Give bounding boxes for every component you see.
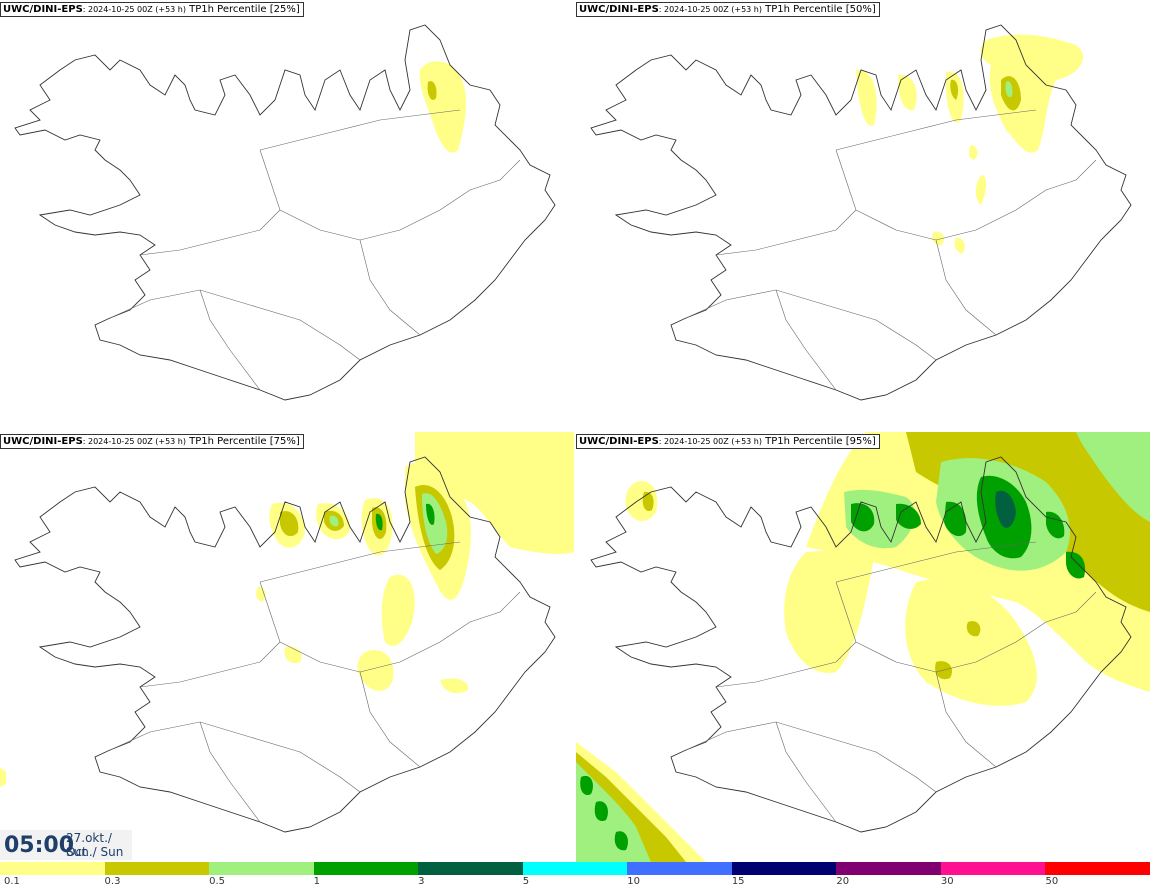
road-line	[715, 581, 857, 688]
road-line	[685, 289, 937, 361]
road-line	[685, 721, 937, 793]
road-line	[775, 721, 837, 823]
colorbar-swatch	[522, 862, 628, 875]
colorbar-tick-label: 0.5	[209, 876, 225, 887]
valid-day: Sun./ Sun	[66, 845, 124, 859]
map-canvas	[590, 24, 1132, 401]
map-panel-p95: UWC/DINI-EPS: 2024-10-25 00Z (+53 h) TP1…	[576, 432, 1150, 862]
map-panel-p75: UWC/DINI-EPS: 2024-10-25 00Z (+53 h) TP1…	[0, 432, 574, 862]
map-panel-p50: UWC/DINI-EPS: 2024-10-25 00Z (+53 h) TP1…	[576, 0, 1150, 430]
colorbar-tick-label: 0.1	[4, 876, 20, 887]
road-line	[199, 289, 261, 391]
coastline	[14, 24, 556, 401]
precip-layer	[576, 432, 1150, 862]
iceland-coastline	[590, 24, 1132, 401]
colorbar-swatch	[836, 862, 942, 875]
road-line	[279, 159, 521, 241]
road-line	[935, 239, 997, 336]
colorbar-tick-label: 30	[940, 876, 954, 887]
road-line	[259, 109, 461, 151]
colorbar-tick-label: 3	[418, 876, 425, 887]
colorbar-swatch	[104, 862, 210, 875]
colorbar-tick-label: 50	[1045, 876, 1059, 887]
precip-colorbar: 0.1 0.3 0.5 1 3 5 10 15 20 30 50	[0, 862, 1150, 891]
road-line	[359, 239, 421, 336]
coastline	[590, 456, 1132, 833]
road-line	[279, 591, 521, 673]
map-canvas	[0, 432, 574, 833]
colorbar-tick-label: 10	[627, 876, 640, 887]
precip-layer	[0, 432, 574, 787]
panel-title: UWC/DINI-EPS: 2024-10-25 00Z (+53 h) TP1…	[0, 434, 304, 449]
iceland-coastline	[590, 456, 1132, 833]
precip-layer	[419, 61, 467, 153]
valid-time-box: 05:00 27.okt./ Oct Sun./ Sun	[0, 830, 132, 860]
road-line	[835, 541, 1037, 583]
colorbar-swatch	[313, 862, 419, 875]
road-line	[935, 671, 997, 768]
colorbar-swatch	[1045, 862, 1150, 875]
panel-title: UWC/DINI-EPS: 2024-10-25 00Z (+53 h) TP1…	[576, 2, 880, 17]
road-line	[855, 159, 1097, 241]
coastline	[590, 24, 1132, 401]
road-line	[775, 289, 837, 391]
road-line	[259, 541, 461, 583]
road-line	[835, 109, 1037, 151]
colorbar-tick-label: 20	[836, 876, 850, 887]
road-line	[109, 289, 361, 361]
road-line	[199, 721, 261, 823]
colorbar-swatch	[731, 862, 837, 875]
colorbar-swatch	[940, 862, 1046, 875]
colorbar-tick-label: 15	[731, 876, 745, 887]
colorbar-swatch	[0, 862, 106, 875]
road-line	[359, 671, 421, 768]
panel-title: UWC/DINI-EPS: 2024-10-25 00Z (+53 h) TP1…	[0, 2, 304, 17]
road-line	[139, 149, 281, 256]
valid-date: 27.okt./ Oct	[66, 831, 112, 859]
panel-title: UWC/DINI-EPS: 2024-10-25 00Z (+53 h) TP1…	[576, 434, 880, 449]
map-panel-p25: UWC/DINI-EPS: 2024-10-25 00Z (+53 h) TP1…	[0, 0, 574, 430]
iceland-coastline	[14, 456, 556, 833]
map-canvas	[14, 24, 556, 401]
precip-layer	[856, 34, 1084, 254]
road-line	[109, 721, 361, 793]
colorbar-tick-label: 0.3	[104, 876, 121, 887]
map-canvas	[576, 432, 1150, 862]
colorbar-swatch	[418, 862, 524, 875]
road-line	[139, 581, 281, 688]
valid-time: 05:00	[4, 833, 75, 858]
colorbar-swatch	[209, 862, 315, 875]
colorbar-tick-label: 1	[313, 876, 320, 887]
road-line	[715, 149, 857, 256]
iceland-coastline	[14, 24, 556, 401]
colorbar-tick-label: 5	[522, 876, 530, 887]
road-line	[855, 591, 1097, 673]
colorbar-swatch	[627, 862, 733, 875]
coastline	[14, 456, 556, 833]
